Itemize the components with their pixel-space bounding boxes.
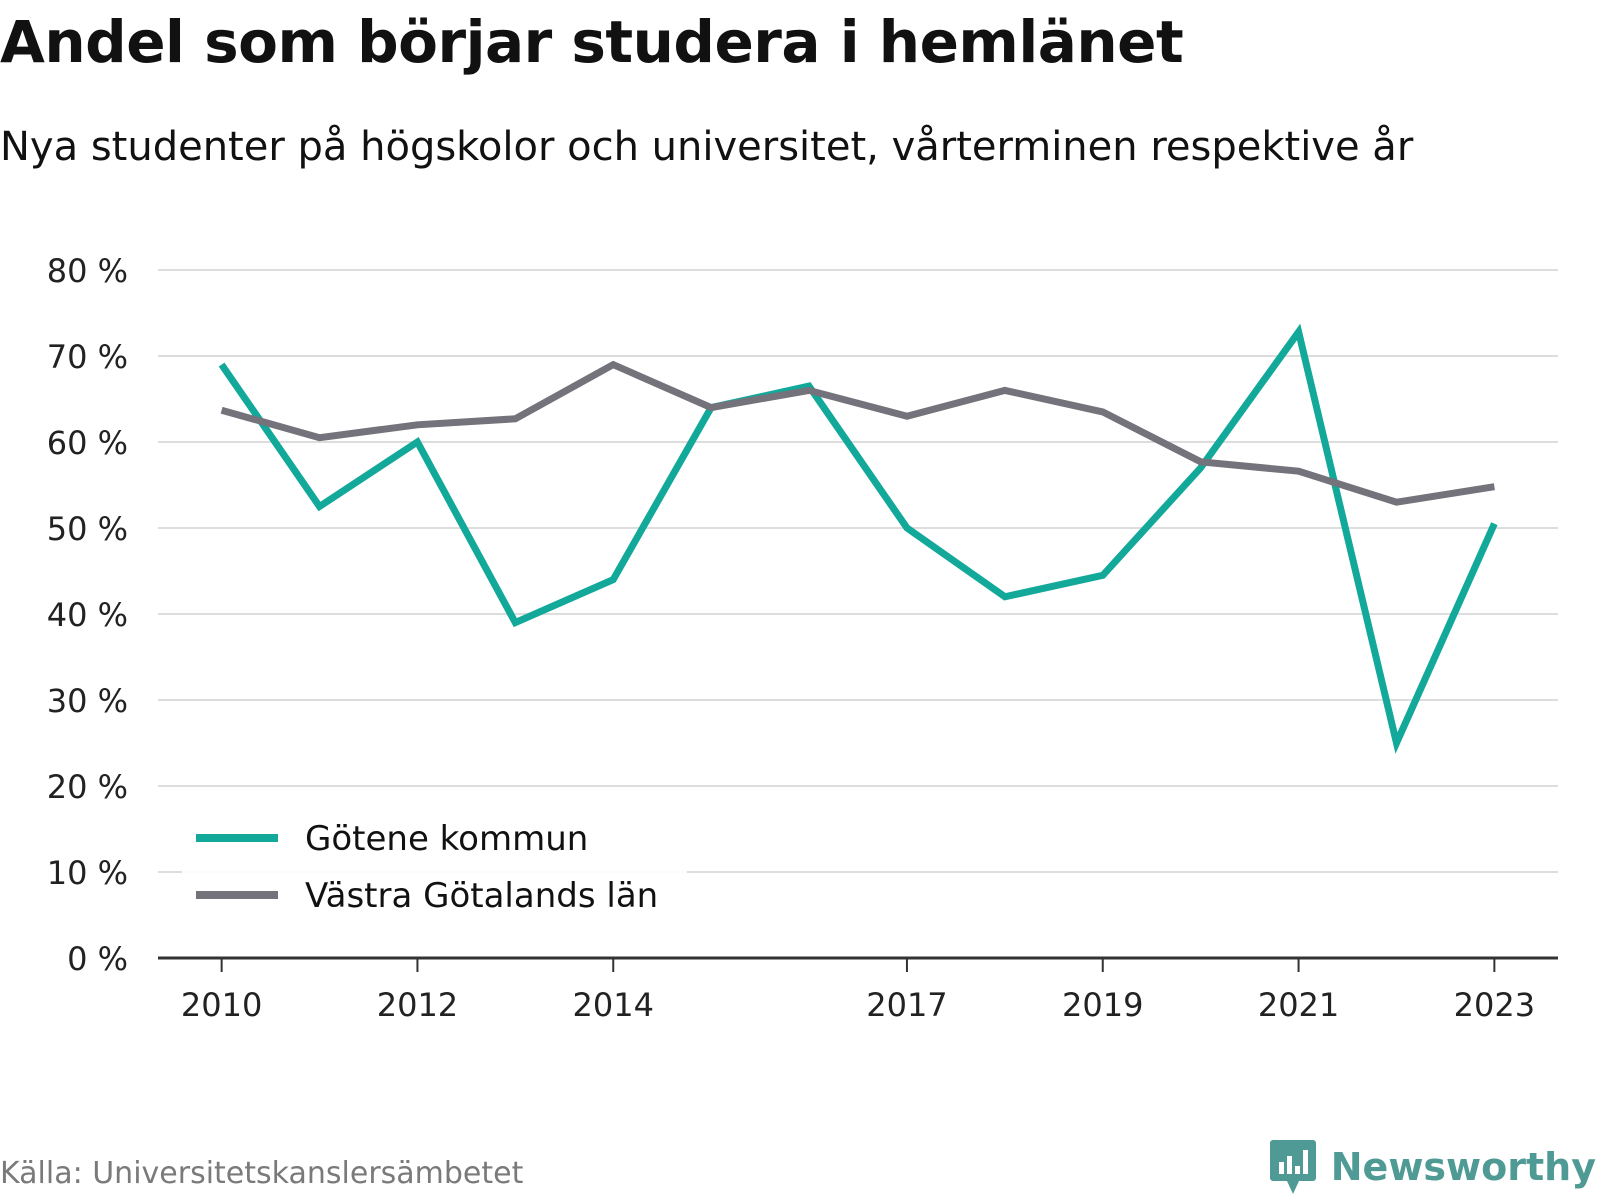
x-axis: 2010 2012 2014 2017 2019 2021 2023 <box>158 956 1558 1024</box>
x-tick-label: 2019 <box>1062 986 1143 1024</box>
x-tick-label: 2021 <box>1258 986 1339 1024</box>
line-chart: 0 % 10 % 20 % 30 % 40 % 50 % 60 % 70 % 80 % 2010… <box>47 252 1558 1024</box>
series-line-1 <box>220 360 1495 506</box>
x-tick-label: 2012 <box>377 986 458 1024</box>
y-tick-label: 10 % <box>47 854 128 892</box>
y-tick-label: 40 % <box>47 596 128 634</box>
x-tick-label: 2014 <box>573 986 654 1024</box>
series-lines <box>218 323 1498 754</box>
x-tick-label: 2010 <box>181 986 262 1024</box>
y-tick-label: 20 % <box>47 768 128 806</box>
x-tick-label: 2023 <box>1454 986 1535 1024</box>
series-line-0 <box>218 323 1498 754</box>
brand-logo: Newsworthy <box>1269 1138 1596 1196</box>
legend-label: Västra Götalands län <box>305 876 658 916</box>
brand-name: Newsworthy <box>1330 1145 1596 1189</box>
y-tick-label: 80 % <box>47 252 128 290</box>
grid-lines <box>158 269 1558 873</box>
legend-label: Götene kommun <box>305 819 588 859</box>
chart-title: Andel som börjar studera i hemlänet <box>0 8 1184 76</box>
y-tick-label: 0 % <box>67 940 128 978</box>
source-note: Källa: Universitetskanslersämbetet <box>0 1156 524 1191</box>
x-tick-label: 2017 <box>866 986 947 1024</box>
y-axis-tick-labels: 0 % 10 % 20 % 30 % 40 % 50 % 60 % 70 % 80 % <box>47 252 128 978</box>
y-tick-label: 30 % <box>47 682 128 720</box>
y-tick-label: 70 % <box>47 338 128 376</box>
legend: Götene kommun Västra Götalands län <box>182 808 687 928</box>
legend-background <box>182 808 687 928</box>
chart-subtitle: Nya studenter på högskolor och universit… <box>0 124 1414 170</box>
y-tick-label: 60 % <box>47 424 128 462</box>
newsworthy-logo-icon <box>1269 1140 1316 1194</box>
y-tick-label: 50 % <box>47 510 128 548</box>
